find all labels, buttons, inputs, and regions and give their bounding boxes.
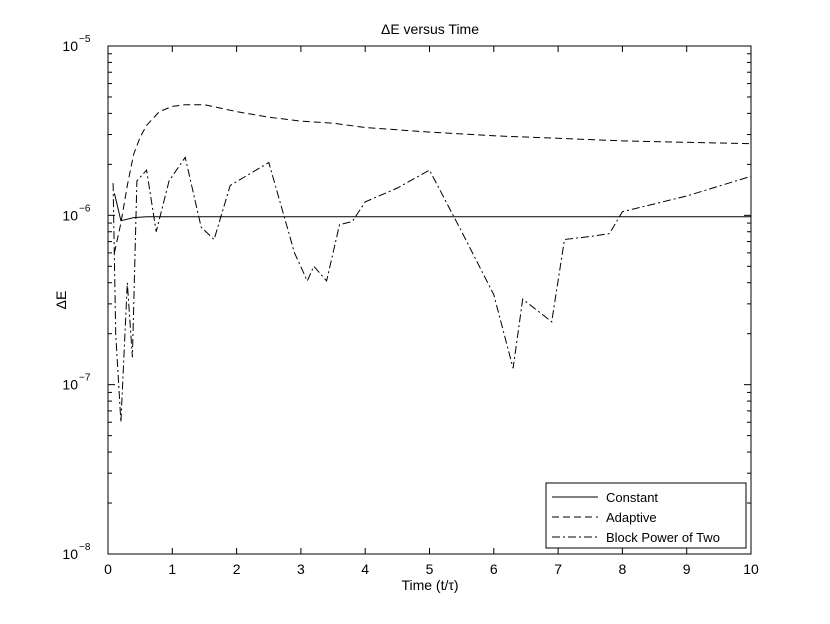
legend-label: Constant (606, 490, 658, 505)
x-axis-label: Time (t/τ) (401, 577, 458, 593)
x-tick-label: 8 (619, 561, 627, 577)
x-tick-label: 6 (490, 561, 498, 577)
x-tick-label: 0 (104, 561, 112, 577)
y-tick-exponent: −6 (79, 203, 91, 214)
series-line-constant (113, 193, 751, 222)
y-tick-exponent: −7 (79, 373, 91, 384)
x-tick-label: 9 (683, 561, 691, 577)
x-tick-label: 10 (743, 561, 759, 577)
y-tick-label: 10 −7 (62, 373, 90, 393)
x-tick-label: 1 (168, 561, 176, 577)
x-tick-label: 3 (297, 561, 305, 577)
y-tick-exponent: −5 (79, 34, 91, 45)
x-tick-label: 5 (426, 561, 434, 577)
legend-label: Adaptive (606, 510, 657, 525)
y-tick-label: 10 −8 (62, 542, 90, 562)
series-line-block-power-of-two (112, 156, 751, 423)
x-tick-label: 7 (554, 561, 562, 577)
y-tick-base: 10 (62, 377, 78, 393)
y-axis-label: ΔE (53, 291, 69, 310)
x-tick-label: 4 (361, 561, 369, 577)
y-tick-label: 10 −6 (62, 203, 90, 223)
y-tick-base: 10 (62, 546, 78, 562)
legend-label: Block Power of Two (606, 530, 720, 545)
y-tick-exponent: −8 (79, 542, 91, 553)
chart-title: ΔE versus Time (381, 21, 479, 37)
legend: Constant Adaptive Block Power of Two (545, 482, 747, 549)
y-tick-base: 10 (62, 38, 78, 54)
series-line-adaptive (113, 104, 751, 254)
y-tick-label: 10 −5 (62, 34, 90, 54)
plot-area (107, 45, 752, 555)
y-tick-base: 10 (62, 207, 78, 223)
x-tick-label: 2 (233, 561, 241, 577)
